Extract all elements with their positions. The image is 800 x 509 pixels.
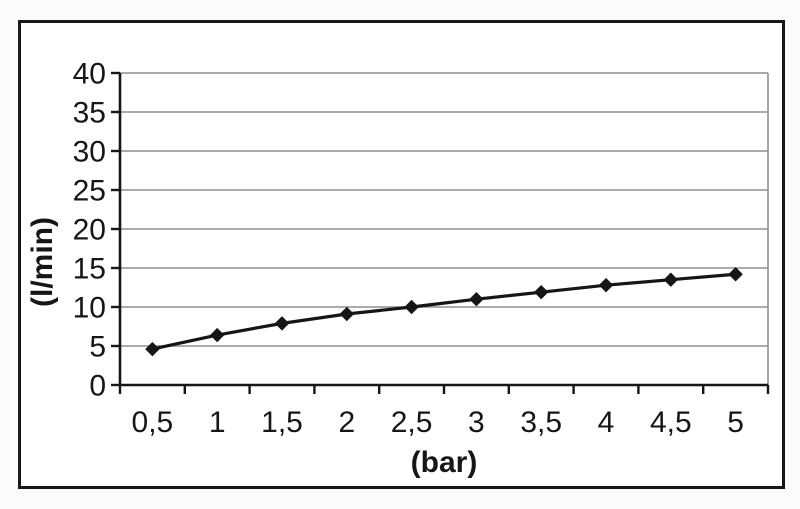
axis-layer	[111, 71, 770, 394]
y-tick-label: 25	[73, 175, 106, 208]
x-axis-title: (bar)	[411, 446, 478, 479]
x-tick-label: 0,5	[132, 406, 174, 439]
data-point-marker	[533, 284, 549, 300]
data-series-layer	[145, 267, 743, 357]
y-tick-label: 40	[73, 58, 106, 91]
y-tick-label: 30	[73, 136, 106, 169]
data-point-marker	[339, 306, 355, 322]
y-tick-label: 15	[73, 253, 106, 286]
x-tick-label: 1,5	[261, 406, 303, 439]
x-tick-label: 2	[338, 406, 355, 439]
x-tick-label: 1	[209, 406, 226, 439]
y-tick-label: 0	[89, 370, 106, 403]
data-point-marker	[209, 327, 225, 343]
x-tick-label: 4	[598, 406, 615, 439]
x-tick-label: 5	[727, 406, 744, 439]
x-tick-label: 4,5	[650, 406, 692, 439]
data-point-marker	[404, 299, 419, 315]
y-tick-label: 20	[73, 214, 106, 247]
data-point-marker	[663, 272, 679, 287]
x-tick-label: 3,5	[520, 406, 562, 439]
data-point-marker	[728, 267, 743, 282]
y-tick-label: 35	[73, 97, 106, 130]
x-tick-label: 2,5	[391, 406, 433, 439]
figure-frame	[18, 20, 785, 489]
data-point-marker	[469, 291, 484, 307]
y-tick-label: 10	[73, 292, 106, 325]
data-point-marker	[274, 316, 290, 331]
x-tick-label: 3	[468, 406, 485, 439]
gridline-layer	[120, 72, 769, 385]
data-point-marker	[598, 277, 614, 293]
tick-label-layer: 0 5 10 15 20 25 30 35 40 0,5 1 1,5 2 2,5 3 3,5 4 4,5 5	[73, 58, 744, 440]
y-tick-label: 5	[89, 331, 106, 364]
data-point-marker	[145, 341, 160, 357]
y-axis-title: (l/min)	[26, 217, 59, 307]
series-line	[152, 272, 736, 351]
